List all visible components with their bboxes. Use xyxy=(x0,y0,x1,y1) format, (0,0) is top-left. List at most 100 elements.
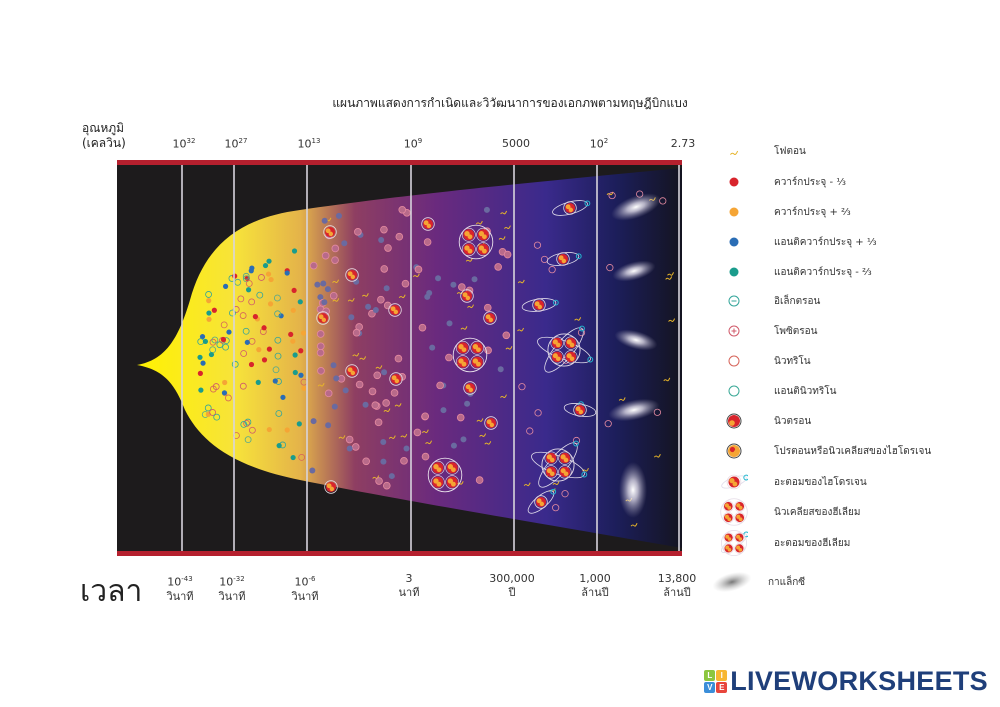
legend-item: นิวทริโน xyxy=(720,349,811,373)
logo-letter-v: V xyxy=(704,682,716,693)
electron xyxy=(274,336,282,344)
legend-label: โปรตอนหรือนิวเคลียสของไฮโดรเจน xyxy=(774,445,932,457)
temperature-tick: 102 xyxy=(590,137,608,151)
photon xyxy=(668,318,676,322)
time-axis-label: เวลา xyxy=(80,574,143,609)
legend-item: นิวตรอน xyxy=(720,409,811,433)
neutrino xyxy=(384,244,392,252)
galaxy xyxy=(611,193,661,221)
time-tick: 10-6 วินาที xyxy=(291,572,318,604)
helium-atom-icon xyxy=(720,529,748,557)
proton xyxy=(316,311,330,325)
epoch-dividers xyxy=(181,163,680,553)
quark-plus-two-thirds xyxy=(284,427,290,433)
time-tick-exponent: -43 xyxy=(181,575,193,583)
neutrino xyxy=(316,348,325,357)
orbiting-electron xyxy=(550,488,557,495)
legend-label: ควาร์กประจุ - ⅓ xyxy=(774,176,846,188)
antiquark-minus-two-thirds xyxy=(297,299,303,305)
antiquark-minus-two-thirds xyxy=(266,258,272,264)
neutrino xyxy=(377,295,385,304)
photon xyxy=(618,397,626,401)
photon xyxy=(398,294,406,299)
photon xyxy=(467,304,474,309)
hydrogen-atom xyxy=(521,298,559,312)
orbiting-electron xyxy=(743,474,748,481)
legend-item: อิเล็กตรอน xyxy=(720,289,820,313)
time-tick-unit: นาที xyxy=(398,586,420,599)
antiquark-minus-two-thirds xyxy=(291,248,298,254)
legend-item: กาแล็กซี xyxy=(712,570,806,594)
legend-item: โปรตอนหรือนิวเคลียสของไฮโดรเจน xyxy=(720,439,931,463)
quark-plus-two-thirds xyxy=(290,338,296,344)
temperature-tick-exponent: 27 xyxy=(238,137,248,145)
neutrino xyxy=(331,244,340,253)
legend-item: ควาร์กประจุ - ⅓ xyxy=(720,170,846,194)
neutrino xyxy=(375,477,383,485)
live-logo-icon: L I V E xyxy=(704,670,728,693)
orbiting-electron xyxy=(552,299,559,306)
time-tick: 10-32 วินาที xyxy=(218,572,245,604)
positron xyxy=(240,350,248,357)
helium-nucleus xyxy=(427,457,463,493)
orbiting-electron xyxy=(575,253,582,260)
photon xyxy=(361,293,369,297)
proton xyxy=(389,372,403,386)
photon xyxy=(338,435,346,439)
temperature-tick: 2.73 xyxy=(671,137,696,150)
quark-plus-two-thirds xyxy=(268,276,274,283)
antiquark-plus-third xyxy=(272,378,278,384)
neutrino xyxy=(371,401,380,410)
electron xyxy=(274,352,282,360)
temperature-tick-base: 5000 xyxy=(502,137,530,150)
antineutrino xyxy=(372,307,379,314)
neutrino xyxy=(604,420,612,428)
helium-nucleus xyxy=(720,529,748,557)
neutrino xyxy=(421,452,430,461)
neutrino xyxy=(394,354,403,363)
quark-plus-two-thirds xyxy=(267,301,274,307)
neutrino xyxy=(398,206,407,214)
neutrino xyxy=(561,490,569,498)
neutrino xyxy=(316,330,325,338)
photon xyxy=(456,481,464,485)
electron xyxy=(229,309,236,317)
electron xyxy=(256,291,264,299)
photon xyxy=(421,429,429,434)
antineutrino xyxy=(471,276,478,283)
neutrino xyxy=(421,412,430,421)
helium-atom xyxy=(531,440,588,488)
quark-minus-third xyxy=(252,314,259,320)
antineutrino xyxy=(330,362,337,369)
photon xyxy=(498,236,506,240)
proton xyxy=(388,303,402,317)
photon xyxy=(665,276,673,280)
time-tick-value: 13,800 xyxy=(657,572,697,585)
liveworksheets-brand: L I V E LIVEWORKSHEETS xyxy=(704,666,988,697)
neutrino xyxy=(533,241,542,249)
time-tick: 13,800 ล้านปี xyxy=(658,572,697,600)
antineutrino xyxy=(274,294,281,302)
quark-plus-two-thirds xyxy=(206,316,212,322)
photon xyxy=(517,279,525,284)
neutrino xyxy=(374,418,383,427)
neutrino xyxy=(354,228,362,236)
neutrino xyxy=(220,321,228,329)
quark-plus-two-thirds xyxy=(266,426,272,433)
antineutrino xyxy=(426,289,433,296)
antineutrino xyxy=(272,366,280,374)
neutron xyxy=(345,268,359,282)
helium-atom xyxy=(537,325,594,373)
antineutrino xyxy=(403,445,410,452)
electron xyxy=(204,404,212,412)
time-tick-value: 3 xyxy=(405,572,413,585)
quark-plus-two-thirds xyxy=(290,307,296,313)
legend-label: นิวเคลียสของฮีเลียม xyxy=(774,506,861,518)
orbiting-electron xyxy=(581,471,588,478)
legend-label: กาแล็กซี xyxy=(768,576,806,588)
neutron xyxy=(460,289,474,303)
antineutrino xyxy=(324,286,331,293)
electron-icon xyxy=(720,287,748,315)
neutrino xyxy=(414,265,423,274)
photon xyxy=(653,454,661,458)
